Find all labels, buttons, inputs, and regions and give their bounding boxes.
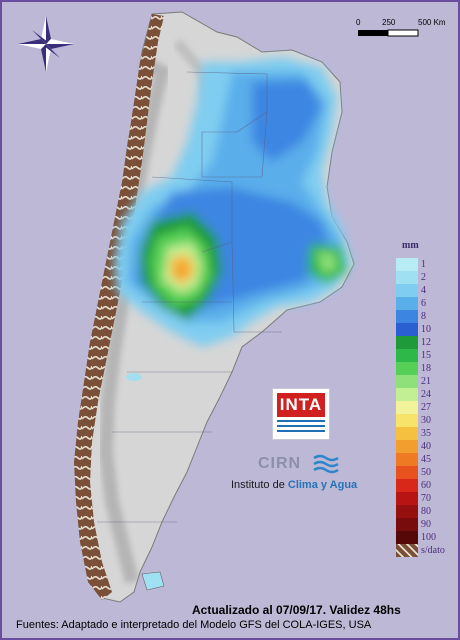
legend-title: mm (402, 240, 419, 251)
legend-item: 45 (396, 453, 456, 466)
legend-label: s/dato (421, 545, 445, 556)
legend-label: 90 (421, 519, 431, 530)
legend-swatch (396, 544, 418, 557)
legend-swatch (396, 323, 418, 336)
legend-swatch (396, 531, 418, 544)
sources-label: Fuentes: Adaptado e interpretado del Mod… (16, 619, 372, 631)
precipitation-overlay (114, 57, 352, 347)
legend-item: 90 (396, 518, 456, 531)
legend-swatch (396, 401, 418, 414)
legend-swatch (396, 440, 418, 453)
legend-item: 1 (396, 258, 456, 271)
legend: 1 2 4 6 8 10 12 15 18 21 24 27 30 35 40 45 50 60 70 80 90 100… (396, 258, 456, 557)
legend-label: 18 (421, 363, 431, 374)
legend-swatch (396, 362, 418, 375)
legend-label: 21 (421, 376, 431, 387)
legend-label: 70 (421, 493, 431, 504)
chile-no-data-strip (74, 14, 164, 600)
legend-item: 27 (396, 401, 456, 414)
legend-label: 10 (421, 324, 431, 335)
legend-swatch (396, 297, 418, 310)
legend-label: 8 (421, 311, 426, 322)
legend-label: 50 (421, 467, 431, 478)
legend-item: 35 (396, 427, 456, 440)
legend-item: 4 (396, 284, 456, 297)
legend-item: 21 (396, 375, 456, 388)
legend-item: 8 (396, 310, 456, 323)
legend-swatch (396, 492, 418, 505)
legend-label: 60 (421, 480, 431, 491)
legend-swatch (396, 453, 418, 466)
scale-label-500: 500 Km (418, 18, 446, 27)
legend-swatch (396, 310, 418, 323)
legend-item: 15 (396, 349, 456, 362)
legend-item: 10 (396, 323, 456, 336)
legend-swatch (396, 427, 418, 440)
cirn-waves-logo (313, 454, 339, 474)
legend-label: 27 (421, 402, 431, 413)
legend-label: 6 (421, 298, 426, 309)
legend-label: 40 (421, 441, 431, 452)
scale-label-0: 0 (356, 18, 361, 27)
legend-swatch (396, 414, 418, 427)
legend-item: 12 (396, 336, 456, 349)
legend-item: 6 (396, 297, 456, 310)
legend-label: 12 (421, 337, 431, 348)
legend-item: 2 (396, 271, 456, 284)
legend-swatch (396, 284, 418, 297)
legend-swatch (396, 375, 418, 388)
legend-label: 30 (421, 415, 431, 426)
legend-label: 1 (421, 259, 426, 270)
legend-item: 40 (396, 440, 456, 453)
legend-item: 18 (396, 362, 456, 375)
inta-logo-text: INTA (277, 393, 325, 417)
legend-label: 100 (421, 532, 436, 543)
legend-item: 50 (396, 466, 456, 479)
legend-swatch (396, 505, 418, 518)
institute-prefix: Instituto de (231, 479, 288, 491)
legend-label: 80 (421, 506, 431, 517)
institute-highlight: Clima y Agua (287, 479, 358, 491)
legend-swatch (396, 336, 418, 349)
legend-item: s/dato (396, 544, 456, 557)
legend-item: 70 (396, 492, 456, 505)
legend-item: 24 (396, 388, 456, 401)
legend-item: 80 (396, 505, 456, 518)
legend-swatch (396, 271, 418, 284)
scale-label-250: 250 (382, 18, 396, 27)
compass-rose-icon (18, 16, 74, 72)
scale-bar (358, 29, 419, 37)
legend-label: 35 (421, 428, 431, 439)
legend-label: 2 (421, 272, 426, 283)
legend-label: 4 (421, 285, 426, 296)
updated-label: Actualizado al 07/09/17. Validez 48hs (192, 603, 401, 617)
province-borders (97, 71, 282, 523)
legend-item: 30 (396, 414, 456, 427)
legend-swatch (396, 388, 418, 401)
institute-name: Instituto de Clima y Agua (231, 479, 357, 491)
legend-swatch (396, 518, 418, 531)
cirn-logo-text: CIRN (258, 455, 302, 472)
legend-swatch (396, 258, 418, 271)
legend-item: 100 (396, 531, 456, 544)
legend-swatch (396, 466, 418, 479)
legend-label: 15 (421, 350, 431, 361)
inta-logo: INTA (272, 388, 330, 440)
legend-swatch (396, 479, 418, 492)
legend-item: 60 (396, 479, 456, 492)
legend-label: 45 (421, 454, 431, 465)
legend-swatch (396, 349, 418, 362)
legend-label: 24 (421, 389, 431, 400)
